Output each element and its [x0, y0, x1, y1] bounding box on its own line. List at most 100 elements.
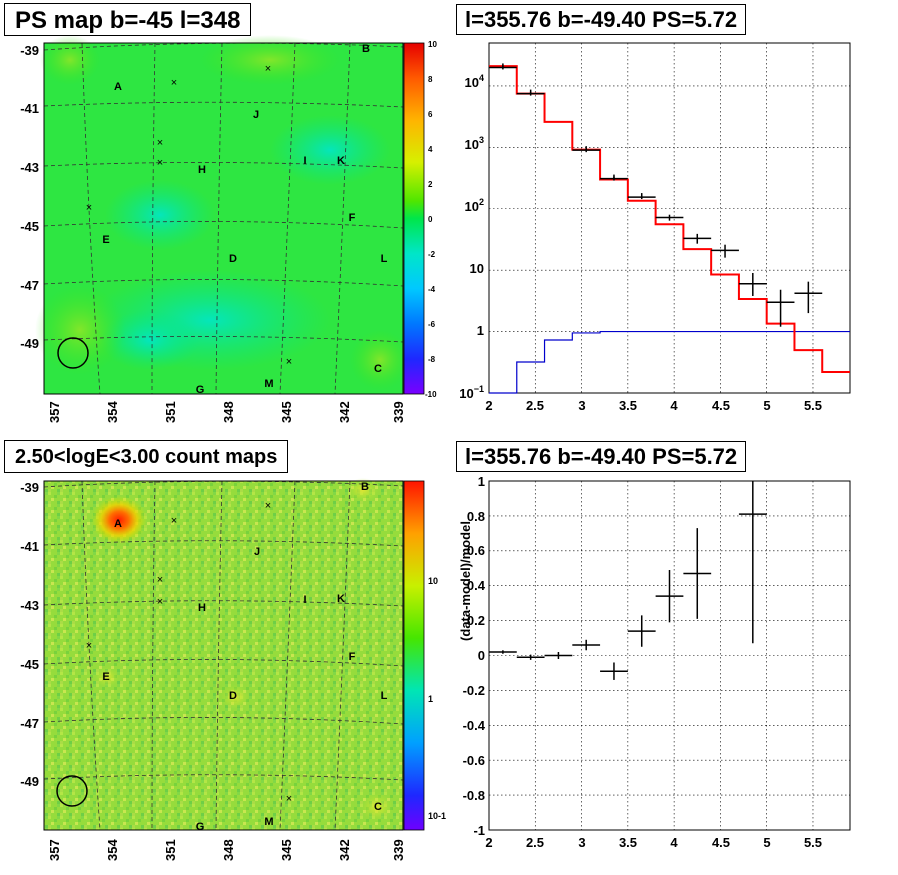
colorbar-tick: -6 — [428, 320, 436, 329]
residual-point — [516, 654, 545, 660]
x-tick: 3 — [578, 835, 585, 850]
ps-map-frame — [43, 42, 404, 395]
x-tick: 5.5 — [804, 398, 822, 413]
svg-text:×: × — [286, 793, 292, 805]
source-label: H — [198, 602, 206, 614]
source-label: A — [114, 81, 122, 93]
svg-text:×: × — [265, 500, 271, 512]
lat-tick: -41 — [20, 101, 39, 116]
source-label: L — [381, 690, 388, 702]
source-label: M — [264, 378, 273, 390]
source-label: C — [374, 801, 382, 813]
source-label: E — [102, 234, 109, 246]
source-label: K — [337, 155, 345, 167]
lon-tick: 351 — [163, 401, 178, 423]
data-point — [572, 146, 601, 153]
source-label: G — [196, 384, 205, 396]
data-point — [627, 193, 656, 200]
data-point — [655, 214, 684, 221]
ps-map-blob — [105, 180, 215, 250]
residual-point — [544, 652, 573, 659]
svg-text:×: × — [86, 640, 92, 652]
x-tick: 4 — [670, 398, 678, 413]
y-tick: 0.8 — [467, 509, 485, 524]
source-label: E — [102, 671, 109, 683]
residual-plot: 2 2.5 3 3.5 4 4.5 5 5.5 -1 -0.8 -0.6 -0.… — [458, 474, 851, 850]
svg-text:×: × — [286, 356, 292, 368]
lon-tick: 345 — [279, 839, 294, 861]
count-colorbar — [403, 480, 425, 831]
colorbar-tick: 0 — [428, 215, 433, 224]
lat-tick: -45 — [20, 219, 39, 234]
count-map-source-labels: A B C D E F G H I J K L M — [102, 481, 387, 833]
data-point — [738, 272, 767, 296]
count-map-panel: × × × × × × A B C D E F G H I J K L M -39 -4… — [20, 478, 446, 861]
y-tick: 103 — [465, 135, 484, 152]
source-label: J — [253, 109, 259, 121]
x-tick: 2 — [485, 398, 492, 413]
model-histogram — [489, 65, 850, 373]
colorbar-tick: 10 — [428, 576, 438, 586]
x-tick: 4.5 — [712, 835, 730, 850]
count-map-lon-ticks: 357 354 351 348 345 342 339 — [47, 839, 406, 861]
y-tick: -0.8 — [463, 788, 485, 803]
lon-tick: 348 — [221, 401, 236, 423]
lat-tick: -45 — [20, 657, 39, 672]
ps-map-blob — [270, 115, 390, 185]
lon-tick: 351 — [163, 839, 178, 861]
x-tick: 5 — [763, 835, 770, 850]
lat-tick: -43 — [20, 160, 39, 175]
source-label: G — [196, 821, 205, 833]
ps-map-blob — [40, 35, 100, 85]
source-label: B — [362, 43, 370, 55]
spectrum-x-ticks: 2 2.5 3 3.5 4 4.5 5 5.5 — [485, 398, 822, 413]
psf-line — [489, 330, 850, 394]
residual-points — [489, 481, 767, 680]
lon-tick: 348 — [221, 839, 236, 861]
data-points — [489, 63, 823, 327]
ps-map-panel: × × × × × × A B C D E F G H I J K L M -39 -4… — [20, 35, 437, 423]
source-label: F — [349, 212, 356, 224]
svg-text:×: × — [157, 157, 163, 169]
count-map-grid — [43, 480, 404, 831]
source-label: L — [381, 253, 388, 265]
ps-map-blob — [100, 310, 200, 370]
y-tick: 10 — [470, 261, 484, 276]
residual-grid — [489, 481, 850, 830]
lon-tick: 354 — [105, 839, 120, 861]
colorbar-tick: -10 — [425, 390, 437, 399]
data-point — [600, 174, 628, 181]
colorbar-tick: -2 — [428, 250, 436, 259]
ps-map-lat-ticks: -39 -41 -43 -45 -47 -49 — [20, 43, 39, 351]
colorbar-tick: 6 — [428, 110, 433, 119]
y-tick: 0.2 — [467, 613, 485, 628]
y-tick: 102 — [465, 197, 484, 214]
lon-tick: 339 — [391, 839, 406, 861]
y-tick: -0.4 — [463, 718, 486, 733]
data-point — [683, 233, 712, 244]
lat-tick: -43 — [20, 598, 39, 613]
residual-point — [627, 615, 656, 647]
x-tick: 5.5 — [804, 835, 822, 850]
residual-point — [738, 481, 767, 644]
spectrum-plot: 2 2.5 3 3.5 4 4.5 5 5.5 10−1 1 10 102 10… — [459, 42, 851, 413]
spectrum-title: l=355.76 b=-49.40 PS=5.72 — [456, 4, 747, 35]
residual-point — [600, 662, 628, 680]
svg-text:×: × — [171, 515, 177, 527]
residual-y-ticks: -1 -0.8 -0.6 -0.4 -0.2 0 0.2 0.4 0.6 0.8… — [463, 474, 486, 838]
source-label: D — [229, 690, 237, 702]
colorbar-tick: 2 — [428, 180, 433, 189]
source-label: A — [114, 518, 122, 530]
roi-circle — [56, 775, 88, 807]
colorbar-tick: -8 — [428, 355, 436, 364]
colorbar-tick: 10 — [428, 40, 437, 49]
source-label: I — [303, 594, 306, 606]
source-label: D — [229, 253, 237, 265]
lat-tick: -41 — [20, 539, 39, 554]
warm-spot — [361, 793, 393, 821]
roi-circle — [57, 337, 89, 369]
count-colorbar-ticks: 10 1 10-1 — [428, 576, 446, 821]
x-tick: 3.5 — [619, 835, 637, 850]
ps-map-title: PS map b=-45 l=348 — [4, 3, 252, 36]
data-point — [711, 244, 739, 258]
